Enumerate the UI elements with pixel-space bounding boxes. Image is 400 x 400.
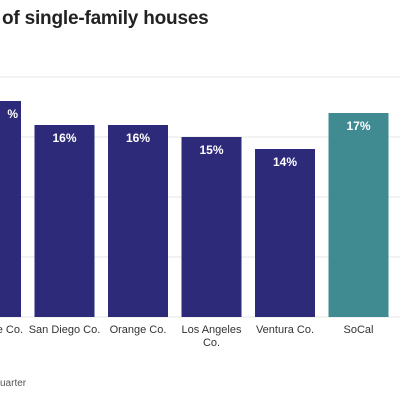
value-label-0: %	[7, 107, 18, 121]
bar-3	[181, 137, 242, 317]
value-label-1: 16%	[52, 131, 76, 145]
value-label-4: 14%	[273, 155, 297, 169]
labels: % e Co. 16% San Diego Co. 16% Orange Co. 15% Lo…	[0, 107, 373, 349]
chart-footnote: uarter	[0, 378, 27, 389]
category-label-4: Ventura Co.	[256, 324, 314, 336]
category-label-0: e Co.	[0, 324, 23, 336]
category-label-1: San Diego Co.	[29, 324, 101, 336]
value-label-2: 16%	[126, 131, 150, 145]
category-label-5: SoCal	[344, 324, 374, 336]
bars	[0, 101, 389, 317]
value-label-3: 15%	[199, 143, 223, 157]
chart-title: of single-family houses	[2, 8, 209, 29]
bar-2	[108, 125, 168, 317]
bar-1	[34, 125, 95, 317]
bar-5	[328, 113, 389, 317]
category-label-3: Los Angeles Co.	[182, 324, 242, 349]
category-label-2: Orange Co.	[110, 324, 167, 336]
bar-4	[255, 149, 315, 317]
value-label-5: 17%	[346, 119, 370, 133]
bar-0	[0, 101, 21, 317]
